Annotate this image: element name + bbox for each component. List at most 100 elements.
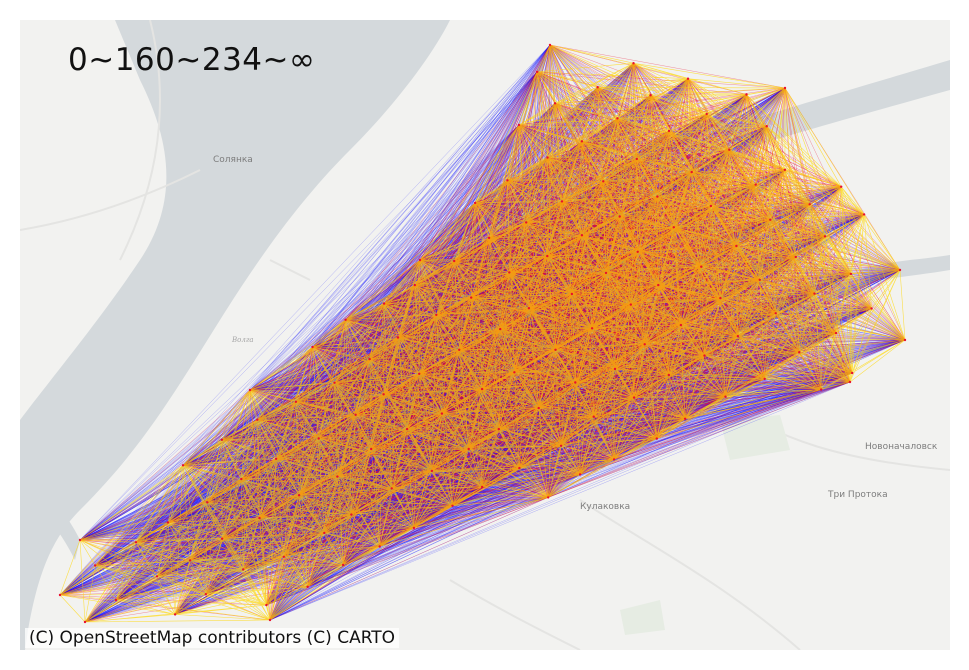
network-node	[268, 618, 272, 622]
network-node	[667, 129, 671, 133]
network-node	[546, 254, 549, 258]
network-node	[596, 86, 599, 89]
network-node	[774, 312, 777, 315]
network-node	[473, 201, 477, 205]
network-node	[656, 195, 659, 198]
network-node	[679, 323, 683, 327]
network-node	[440, 412, 444, 415]
network-node	[173, 613, 177, 616]
network-node	[798, 351, 801, 354]
network-node	[604, 271, 608, 275]
network-node	[58, 593, 62, 597]
network-node	[166, 521, 170, 524]
network-node	[323, 531, 326, 535]
network-node	[188, 559, 192, 562]
network-node	[242, 568, 245, 571]
network-node	[898, 268, 902, 272]
network-node	[311, 345, 314, 349]
network-node	[333, 381, 336, 384]
distance-range-label: 0~160~234~∞	[68, 42, 316, 78]
network-node	[83, 620, 87, 624]
network-node	[580, 140, 584, 143]
river-branch	[720, 60, 950, 150]
network-node	[513, 371, 516, 374]
network-node	[258, 516, 261, 520]
network-map	[20, 20, 950, 650]
network-node	[763, 377, 766, 381]
network-node	[418, 258, 422, 262]
network-node	[849, 272, 853, 276]
river-channel-east	[860, 255, 950, 282]
network-node	[206, 501, 209, 504]
network-node	[134, 541, 138, 544]
place-label-solyanka: Солянка	[213, 155, 253, 165]
network-node	[612, 458, 616, 461]
network-node	[537, 406, 540, 410]
network-node	[560, 200, 564, 203]
network-node	[527, 307, 531, 310]
network-node	[517, 123, 521, 127]
network-node	[553, 102, 557, 105]
network-node	[736, 335, 740, 338]
network-node	[344, 318, 347, 321]
network-node	[632, 396, 636, 399]
network-node	[823, 235, 827, 238]
network-node	[758, 278, 761, 281]
network-node	[378, 545, 381, 548]
network-node	[470, 296, 473, 299]
network-node	[248, 388, 252, 392]
roads	[20, 20, 950, 650]
network-node	[240, 477, 243, 481]
network-node	[396, 336, 400, 339]
network-node	[78, 538, 82, 542]
network-node	[848, 380, 852, 384]
network-node	[274, 457, 278, 460]
network-node	[487, 236, 491, 240]
network-node	[499, 327, 502, 331]
network-node	[294, 400, 298, 403]
network-node	[390, 487, 393, 490]
network-node	[370, 447, 373, 451]
network-node	[703, 354, 706, 357]
map-frame[interactable]: Солянка Новоначаловск Три Протока Кулако…	[20, 20, 950, 650]
network-node	[794, 255, 797, 259]
network-node	[336, 475, 339, 478]
network-node	[834, 331, 838, 335]
network-node	[114, 598, 118, 602]
network-node	[548, 43, 552, 47]
network-node	[220, 438, 224, 441]
network-node	[754, 183, 757, 186]
network-node	[547, 496, 550, 499]
place-label-tri-protoka: Три Протока	[828, 490, 888, 500]
network-node	[765, 125, 768, 128]
network-node	[435, 313, 438, 316]
place-label-novonachalovsk: Новоначаловск	[865, 442, 938, 452]
network-node	[613, 367, 617, 371]
network-node	[719, 296, 722, 300]
network-node	[354, 413, 357, 416]
network-node	[657, 283, 660, 287]
network-node	[820, 388, 823, 391]
network-node	[546, 156, 549, 159]
network-node	[412, 526, 416, 530]
network-node	[265, 603, 268, 607]
network-nodes	[58, 43, 907, 624]
network-node	[769, 218, 772, 221]
network-node	[862, 213, 866, 216]
network-node	[535, 70, 539, 73]
network-node	[341, 563, 345, 567]
network-node	[497, 427, 500, 431]
network-node	[559, 444, 563, 447]
network-node	[629, 303, 632, 306]
network-node	[382, 302, 386, 305]
network-node	[282, 555, 285, 558]
network-node	[813, 292, 816, 295]
network-node	[382, 393, 385, 396]
network-node	[592, 415, 595, 418]
network-node	[578, 473, 582, 476]
network-node	[903, 338, 907, 342]
network-node	[181, 464, 185, 467]
network-node	[649, 94, 652, 97]
network-node	[317, 437, 320, 440]
network-node	[368, 357, 371, 361]
